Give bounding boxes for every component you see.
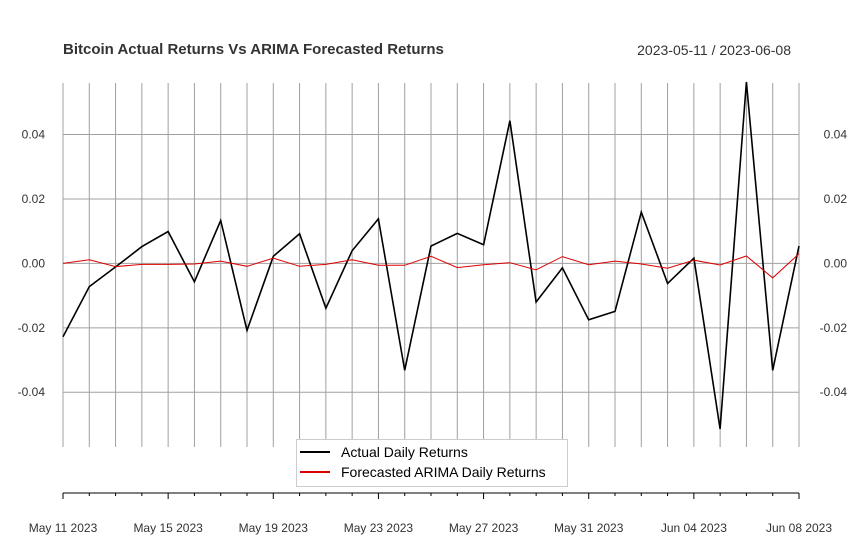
y-tick-label-left: 0.04 <box>22 128 46 142</box>
x-tick-label: May 23 2023 <box>344 521 414 535</box>
grid-lines <box>62 83 800 447</box>
y-tick-label-left: 0.00 <box>22 256 46 270</box>
x-tick-label: Jun 08 2023 <box>766 521 832 535</box>
legend-swatch-forecast <box>300 471 330 473</box>
x-tick-label: Jun 04 2023 <box>661 521 727 535</box>
x-tick-label: May 15 2023 <box>133 521 203 535</box>
y-tick-label-left: -0.04 <box>18 385 46 399</box>
legend-item-actual: Actual Daily Returns <box>297 442 468 462</box>
x-tick-label: May 19 2023 <box>239 521 309 535</box>
y-tick-label-left: -0.02 <box>18 321 46 335</box>
y-tick-label-right: -0.02 <box>820 321 848 335</box>
x-axis: May 11 2023 May 15 2023 May 19 2023 May 23 … <box>29 492 832 535</box>
legend: Actual Daily Returns Forecasted ARIMA Da… <box>296 439 568 487</box>
x-tick-label: May 27 2023 <box>449 521 519 535</box>
y-tick-label-right: 0.00 <box>824 256 848 270</box>
y-tick-label-right: 0.02 <box>824 192 848 206</box>
chart-title: Bitcoin Actual Returns Vs ARIMA Forecast… <box>63 41 444 58</box>
legend-label-forecast: Forecasted ARIMA Daily Returns <box>341 464 546 480</box>
legend-item-forecast: Forecasted ARIMA Daily Returns <box>297 462 546 482</box>
x-tick-label: May 31 2023 <box>554 521 624 535</box>
legend-swatch-actual <box>300 451 330 453</box>
y-tick-label-right: -0.04 <box>820 385 848 399</box>
x-tick-label: May 11 2023 <box>29 521 98 535</box>
y-tick-label-right: 0.04 <box>824 128 848 142</box>
legend-label-actual: Actual Daily Returns <box>341 444 468 460</box>
date-range-label: 2023-05-11 / 2023-06-08 <box>637 42 791 58</box>
series-line-actual <box>62 81 800 430</box>
series-layer <box>62 81 800 430</box>
y-axis-left: 0.04 0.02 0.00 -0.02 -0.04 <box>18 128 46 400</box>
y-tick-label-left: 0.02 <box>22 192 46 206</box>
series-line-forecast <box>62 253 800 279</box>
y-axis-right: 0.04 0.02 0.00 -0.02 -0.04 <box>820 128 848 400</box>
